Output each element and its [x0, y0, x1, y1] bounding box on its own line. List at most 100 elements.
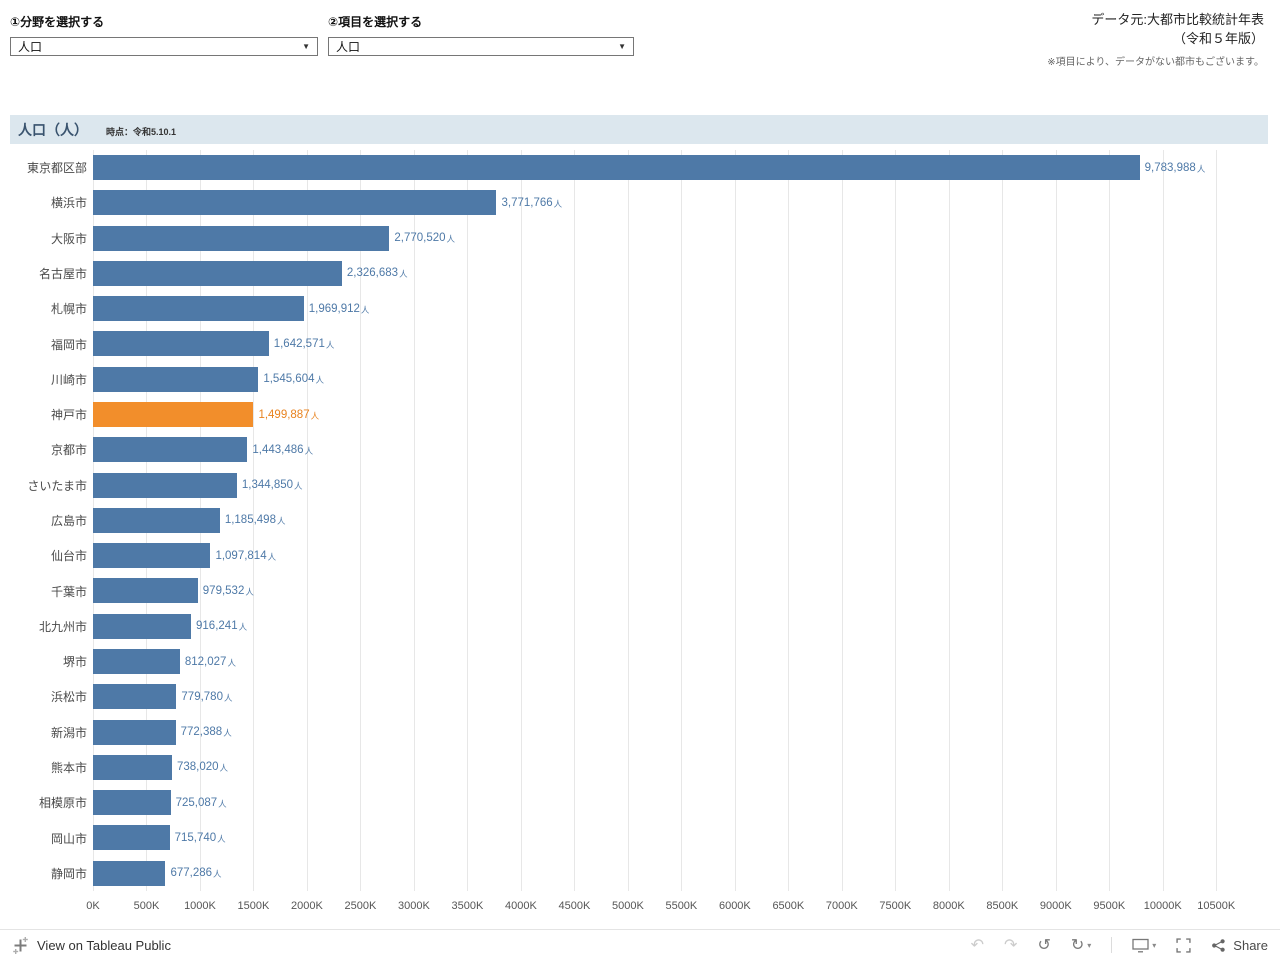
- toolbar-divider: [1111, 937, 1113, 953]
- chevron-down-icon: ▼: [618, 42, 626, 51]
- bar[interactable]: [93, 190, 497, 216]
- fullscreen-icon[interactable]: [1176, 937, 1191, 953]
- value-label: 772,388 人: [180, 726, 232, 739]
- bar[interactable]: [93, 860, 166, 886]
- bar-row: 静岡市 677,286 人: [10, 856, 1268, 891]
- value-label: 2,770,520 人: [394, 232, 456, 245]
- category-label: 静岡市: [50, 866, 87, 881]
- bar-row: 新潟市 772,388 人: [10, 715, 1268, 750]
- gridline: [627, 150, 629, 891]
- tableau-attribution[interactable]: View on Tableau Public: [12, 936, 171, 954]
- category-label: 川崎市: [50, 372, 87, 387]
- chevron-down-icon: ▾: [1152, 940, 1157, 950]
- bar[interactable]: [93, 472, 237, 498]
- gridline: [895, 150, 897, 891]
- value-label: 725,087 人: [175, 796, 227, 809]
- bar[interactable]: [93, 543, 211, 569]
- category-label: 新潟市: [50, 725, 87, 740]
- category-label: 神戸市: [50, 408, 87, 423]
- gridline: [1162, 150, 1164, 891]
- item-filter-dropdown[interactable]: 人口 ▼: [328, 37, 634, 56]
- plot-area: 東京都区部 9,783,988 人横浜市 3,771,766 人大阪市 2,770,520…: [10, 150, 1268, 891]
- bar-row: 広島市 1,185,498 人: [10, 503, 1268, 538]
- toolbar-actions: ↶ ↷ ↺ ↻ ▾ ▾: [971, 937, 1268, 953]
- bar[interactable]: [93, 507, 220, 533]
- view-on-tableau-link[interactable]: View on Tableau Public: [37, 937, 171, 953]
- x-axis-tick-label: 8000K: [932, 900, 965, 912]
- bar[interactable]: [93, 225, 390, 251]
- item-filter-value: 人口: [336, 40, 361, 54]
- category-label: 福岡市: [50, 337, 87, 352]
- category-label: 名古屋市: [38, 266, 87, 281]
- chevron-down-icon: ▼: [302, 42, 310, 51]
- gridline: [467, 150, 469, 891]
- value-label: 715,740 人: [174, 832, 226, 845]
- bar[interactable]: [93, 437, 248, 463]
- gridline: [574, 150, 576, 891]
- chart-subtitle: 時点：令和5.10.1: [106, 126, 177, 137]
- x-axis-tick-label: 7000K: [825, 900, 858, 912]
- bar-row: 熊本市 738,020 人: [10, 750, 1268, 785]
- gridline: [788, 150, 790, 891]
- field-filter-value: 人口: [18, 40, 43, 54]
- category-label: 堺市: [62, 655, 87, 670]
- bar[interactable]: [93, 825, 170, 851]
- category-label: 仙台市: [50, 549, 87, 564]
- chevron-down-icon: ▾: [1087, 940, 1092, 950]
- category-label: 千葉市: [50, 584, 87, 599]
- bar[interactable]: [93, 155, 1140, 180]
- x-axis-tick-label: 8500K: [986, 900, 1019, 912]
- x-axis-tick-label: 2000K: [291, 900, 323, 912]
- reset-icon[interactable]: ↺: [1037, 935, 1051, 954]
- x-axis-tick-label: 10000K: [1143, 900, 1182, 912]
- bar[interactable]: [93, 719, 176, 745]
- bar[interactable]: [93, 366, 259, 392]
- bar-row: 堺市 812,027 人: [10, 644, 1268, 679]
- value-label: 1,185,498 人: [224, 514, 286, 527]
- bar[interactable]: [93, 754, 172, 780]
- category-label: 大阪市: [50, 231, 87, 246]
- device-layout-button[interactable]: ▾: [1132, 938, 1156, 953]
- value-label: 738,020 人: [176, 761, 229, 774]
- bar[interactable]: [93, 613, 192, 639]
- bar-row: 横浜市 3,771,766 人: [10, 185, 1268, 220]
- source-line-2: （令和５年版）: [1172, 30, 1264, 46]
- bar[interactable]: [93, 260, 342, 286]
- category-label: 東京都区部: [26, 161, 87, 176]
- bar[interactable]: [93, 296, 304, 322]
- bar[interactable]: [93, 790, 171, 816]
- redo-icon[interactable]: ↷: [1004, 935, 1018, 954]
- chart-title: 人口（人）: [18, 121, 88, 138]
- category-label: 京都市: [50, 443, 87, 458]
- refresh-button[interactable]: ↻ ▾: [1071, 937, 1091, 953]
- field-filter-dropdown[interactable]: 人口 ▼: [10, 37, 318, 56]
- bar[interactable]: [93, 402, 254, 427]
- tableau-logo-icon: [13, 936, 28, 954]
- share-button[interactable]: Share: [1211, 938, 1268, 953]
- x-axis-tick-label: 0K: [86, 900, 100, 912]
- bar-row: 京都市 1,443,486 人: [10, 432, 1268, 467]
- x-axis-tick-label: 4500K: [558, 900, 591, 912]
- bar-row: 岡山市 715,740 人: [10, 820, 1268, 855]
- bar[interactable]: [93, 578, 198, 604]
- x-axis: 0K 500K 1000K 1500K 2000K 2500K 3000K 3500K 4000…: [10, 900, 1268, 916]
- x-axis-tick-label: 5500K: [665, 900, 698, 912]
- undo-icon[interactable]: ↶: [970, 935, 985, 954]
- value-label: 1,344,850 人: [241, 479, 303, 492]
- gridline: [413, 150, 415, 891]
- monitor-icon: [1132, 938, 1149, 952]
- x-axis-tick-label: 10500K: [1197, 900, 1236, 912]
- bar[interactable]: [93, 649, 180, 674]
- bar[interactable]: [93, 684, 177, 710]
- field-filter: ①分野を選択する 人口 ▼: [10, 13, 318, 56]
- item-filter-label: ②項目を選択する: [328, 15, 423, 29]
- bar-row: 川崎市 1,545,604 人: [10, 362, 1268, 397]
- gridline: [841, 150, 843, 891]
- value-label: 9,783,988 人: [1144, 161, 1206, 174]
- gridline: [1109, 150, 1111, 891]
- bar[interactable]: [93, 331, 269, 357]
- x-axis-tick-label: 5000K: [611, 900, 644, 912]
- value-label: 1,545,604 人: [263, 373, 325, 386]
- gridline: [1216, 150, 1218, 891]
- bar-row: 大阪市 2,770,520 人: [10, 221, 1268, 256]
